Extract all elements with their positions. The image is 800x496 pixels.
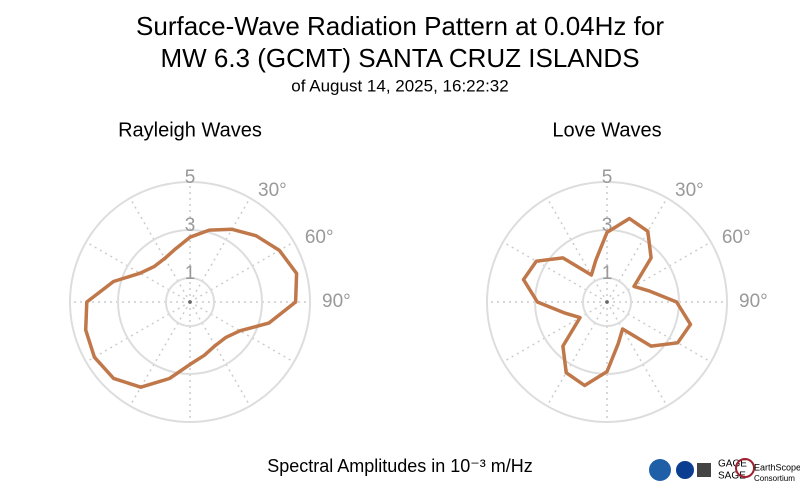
logo — [676, 461, 694, 479]
theta-tick-label: 90° — [322, 291, 351, 312]
grid-circle — [582, 277, 632, 327]
grid-circle — [486, 181, 728, 423]
title: MW 6.3 (GCMT) SANTA CRUZ ISLANDS — [160, 43, 639, 73]
spoke — [189, 197, 251, 303]
grid-circle — [117, 229, 263, 375]
spoke — [129, 301, 191, 407]
spoke — [606, 197, 668, 303]
footer: Spectral Amplitudes in 10⁻³ m/Hz — [267, 456, 533, 476]
theta-tick-label: 60° — [305, 227, 334, 248]
logos: GAGE SAGE EarthScope Consortium — [649, 458, 800, 483]
logo — [697, 463, 711, 477]
pattern-curve — [83, 227, 299, 389]
r-tick-label: 3 — [185, 215, 196, 236]
r-tick-label: 3 — [602, 215, 613, 236]
chart-title: Rayleigh Waves — [118, 119, 262, 141]
grid-circle — [165, 277, 215, 327]
spoke — [502, 301, 608, 363]
grid-circle — [534, 229, 680, 375]
r-tick-label: 1 — [602, 263, 613, 284]
logo — [649, 459, 671, 481]
spoke — [502, 241, 608, 303]
r-tick-label: 1 — [185, 263, 196, 284]
theta-tick-label: 30° — [675, 180, 704, 201]
center-dot — [605, 300, 609, 304]
r-tick-label: 5 — [185, 167, 196, 188]
theta-tick-label: 30° — [258, 180, 287, 201]
spoke — [189, 301, 251, 407]
spoke — [606, 301, 668, 407]
spoke — [129, 197, 191, 303]
r-tick-label: 5 — [602, 167, 613, 188]
spoke — [606, 241, 712, 303]
chart-title: Love Waves — [552, 119, 661, 141]
title: Surface-Wave Radiation Pattern at 0.04Hz… — [136, 11, 664, 41]
center-dot — [188, 300, 192, 304]
logo-text: EarthScope — [754, 462, 800, 472]
spoke — [189, 241, 295, 303]
theta-tick-label: 60° — [722, 227, 751, 248]
logo — [735, 458, 755, 478]
pattern-curve — [521, 216, 693, 388]
theta-tick-label: 90° — [739, 291, 768, 312]
logo-text: GAGE — [718, 459, 747, 470]
spoke — [546, 197, 608, 303]
spoke — [606, 301, 712, 363]
spoke — [546, 301, 608, 407]
spoke — [85, 301, 191, 363]
logo-text: Consortium — [754, 474, 795, 483]
spoke — [85, 241, 191, 303]
logo-text: SAGE — [718, 471, 746, 482]
subtitle: of August 14, 2025, 16:22:32 — [291, 76, 508, 95]
grid-circle — [69, 181, 311, 423]
